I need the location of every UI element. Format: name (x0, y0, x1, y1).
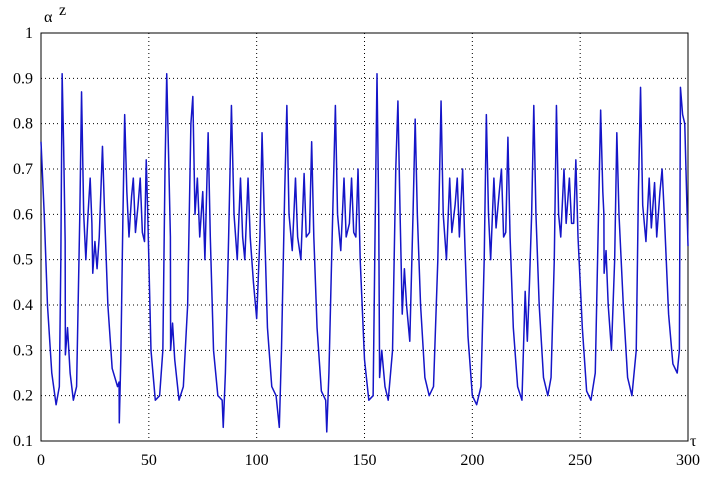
x-axis-label: τ (690, 433, 697, 450)
y-axis-label-sup: z (59, 2, 66, 19)
y-tick-label: 0.7 (13, 161, 33, 178)
y-tick-label: 0.9 (13, 70, 33, 87)
y-tick-label: 0.3 (13, 342, 33, 359)
y-tick-label: 0.6 (13, 206, 33, 223)
y-tick-label: 1 (25, 25, 33, 42)
x-tick-label: 150 (353, 452, 377, 469)
x-tick-label: 0 (37, 452, 45, 469)
x-tick-label: 300 (676, 452, 700, 469)
y-tick-label: 0.1 (13, 433, 33, 450)
y-tick-label: 0.5 (13, 252, 33, 269)
y-tick-label: 0.4 (13, 297, 33, 314)
y-tick-label: 0.8 (13, 116, 33, 133)
y-axis-label: α (44, 9, 53, 26)
x-tick-label: 250 (568, 452, 592, 469)
x-tick-label: 100 (245, 452, 269, 469)
x-tick-label: 50 (141, 452, 157, 469)
y-tick-label: 0.2 (13, 388, 33, 405)
x-tick-label: 200 (460, 452, 484, 469)
data-line (40, 73, 689, 433)
